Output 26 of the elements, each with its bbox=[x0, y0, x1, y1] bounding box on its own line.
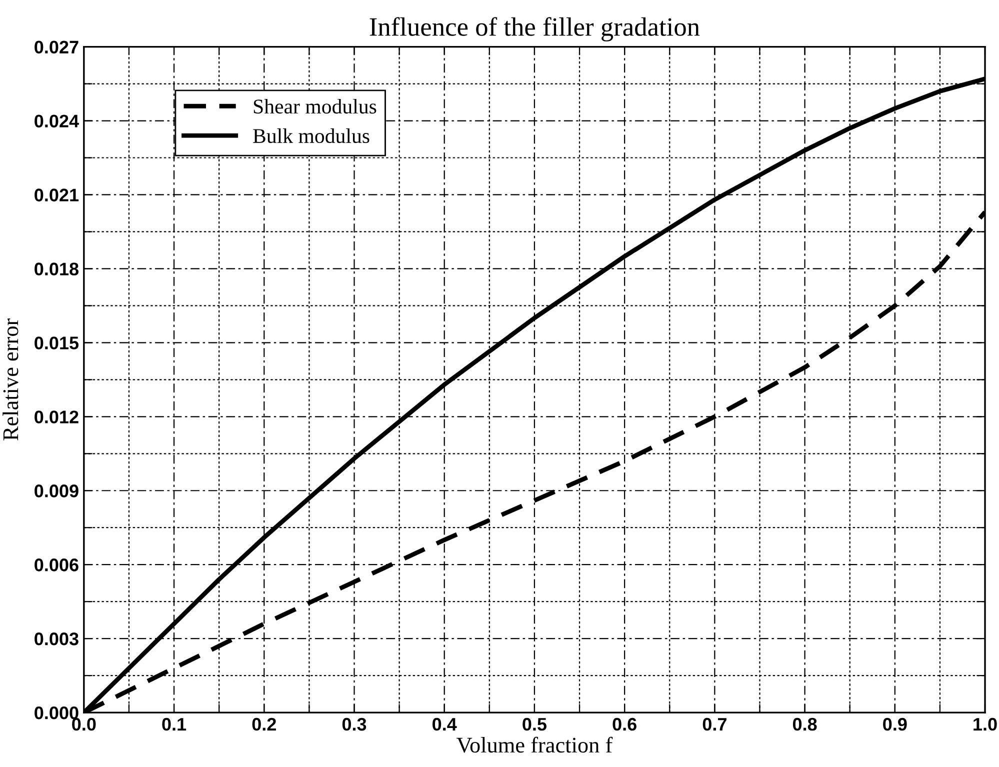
x-tick-label: 0.5 bbox=[522, 718, 547, 731]
y-tick-label: 0.015 bbox=[34, 336, 79, 350]
x-tick-label: 0.4 bbox=[432, 718, 457, 731]
y-axis-title: Relative error bbox=[2, 318, 18, 440]
y-tick-label: 0.018 bbox=[34, 262, 79, 276]
chart-title: Influence of the filler gradation bbox=[370, 17, 700, 42]
x-axis-title: Volume fraction f bbox=[456, 736, 613, 753]
x-tick-label: 0.9 bbox=[883, 718, 907, 731]
x-tick-label: 0.1 bbox=[162, 718, 186, 731]
y-tick-label: 0.000 bbox=[34, 706, 78, 720]
y-tick-label: 0.027 bbox=[34, 40, 78, 54]
y-tick-label: 0.003 bbox=[34, 632, 78, 646]
y-tick-label: 0.021 bbox=[34, 188, 79, 202]
y-tick-label: 0.012 bbox=[34, 410, 78, 424]
y-tick-label: 0.006 bbox=[34, 558, 78, 572]
x-tick-label: 0.0 bbox=[72, 718, 96, 731]
legend-label: Shear modulus bbox=[254, 98, 376, 114]
x-tick-label: 0.7 bbox=[702, 718, 726, 731]
x-tick-label: 0.8 bbox=[792, 718, 817, 731]
x-tick-label: 1.0 bbox=[974, 718, 997, 731]
x-tick-label: 0.3 bbox=[342, 718, 366, 731]
y-tick-label: 0.024 bbox=[34, 114, 79, 128]
legend-label: Bulk modulus bbox=[253, 128, 370, 144]
y-tick-label: 0.009 bbox=[34, 484, 78, 498]
x-tick-label: 0.2 bbox=[252, 718, 276, 731]
x-tick-label: 0.6 bbox=[612, 718, 636, 731]
